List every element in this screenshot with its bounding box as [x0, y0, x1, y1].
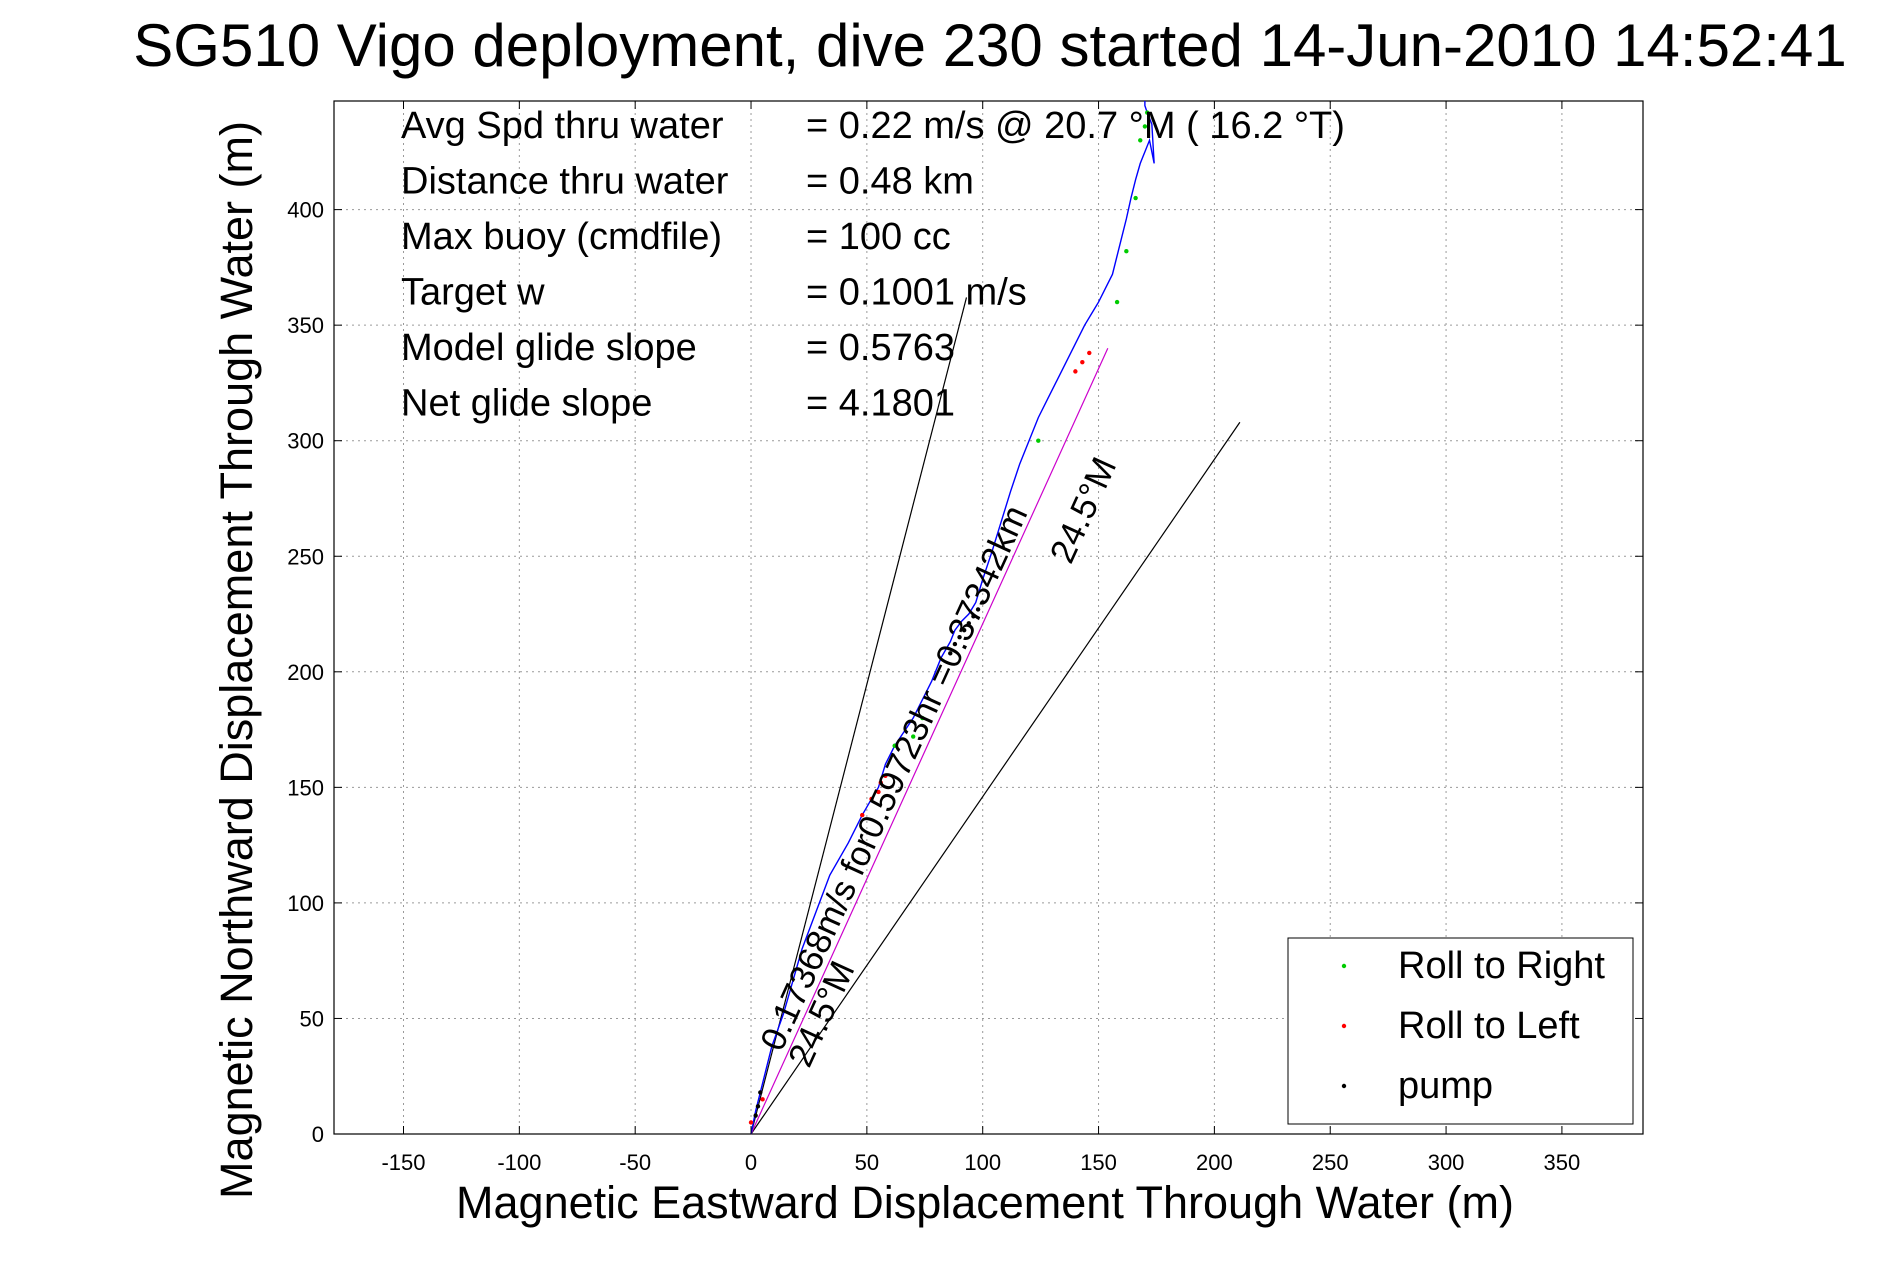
- marker-pump: [957, 634, 962, 640]
- marker-pump: [948, 651, 953, 656]
- marker-pump: [961, 628, 967, 633]
- marker-pump: [975, 607, 981, 612]
- marker-roll-to-left: [878, 780, 883, 785]
- x-tick-label: 100: [964, 1150, 1001, 1175]
- x-tick-label: -150: [381, 1150, 425, 1175]
- x-tick-label: 350: [1544, 1150, 1581, 1175]
- marker-roll-to-left: [883, 773, 888, 779]
- marker-roll-to-right: [920, 715, 925, 721]
- x-tick-label: 200: [1196, 1150, 1233, 1175]
- marker-pump: [753, 1113, 758, 1118]
- stat-value: = 0.22 m/s @ 20.7 °M ( 16.2 °T): [806, 105, 1345, 147]
- annotations: 0.17368m/s for0.59723hr =0.37342km24.5°M…: [753, 451, 1124, 1072]
- annotation-label: 24.5°M: [1043, 451, 1125, 568]
- marker-roll-to-left: [1087, 350, 1092, 356]
- marker-roll-to-right: [892, 743, 897, 748]
- legend-marker: [1341, 1023, 1347, 1029]
- marker-roll-to-left: [869, 796, 874, 802]
- reference-line-cone-left: [750, 297, 968, 1135]
- reference-lines: [750, 297, 1241, 1135]
- x-axis-label: Magnetic Eastward Displacement Through W…: [456, 1177, 1514, 1228]
- stats-block: Avg Spd thru water = 0.22 m/s @ 20.7 °M (…: [401, 105, 1345, 425]
- y-tick-label: 150: [287, 775, 324, 800]
- marker-pump: [755, 1104, 761, 1109]
- stat-value: = 4.1801: [806, 383, 955, 425]
- stat-value: = 0.1001 m/s: [806, 272, 1027, 314]
- marker-roll-to-left: [748, 1120, 754, 1125]
- stat-label: Max buoy (cmdfile): [401, 216, 722, 258]
- stat-label: Avg Spd thru water: [401, 105, 724, 147]
- stat-value: = 100 cc: [806, 216, 951, 258]
- x-ticks: -150 -100 -50 0 50 100 150 200 250 300 350: [381, 101, 1580, 1175]
- y-ticks: 0 50 100 150 200 250 300 350 400: [287, 198, 1643, 1147]
- marker-roll-to-left: [876, 789, 881, 795]
- y-tick-label: 200: [287, 660, 324, 685]
- marker-pump: [952, 641, 958, 647]
- legend-marker: [1341, 963, 1347, 969]
- x-tick-label: 150: [1080, 1150, 1117, 1175]
- chart-title: SG510 Vigo deployment, dive 230 started …: [133, 12, 1846, 79]
- marker-roll-to-right: [1133, 195, 1138, 201]
- y-tick-label: 400: [287, 198, 324, 223]
- marker-roll-to-right: [911, 734, 916, 739]
- y-tick-label: 350: [287, 313, 324, 338]
- legend-marker: [1341, 1083, 1347, 1089]
- legend-box: [1287, 937, 1634, 1125]
- y-tick-label: 0: [312, 1122, 324, 1147]
- marker-roll-to-left: [760, 1097, 765, 1102]
- marker-roll-to-right: [1138, 138, 1143, 143]
- x-tick-label: -50: [619, 1150, 651, 1175]
- x-tick-label: 300: [1428, 1150, 1465, 1175]
- y-axis-label: Magnetic Northward Displacement Through …: [211, 121, 262, 1199]
- grid: [334, 101, 1643, 1135]
- track-line: [750, 101, 1155, 1135]
- annotation-label: 0.17368m/s for0.59723hr =0.37342km: [753, 500, 1035, 1057]
- marker-roll-to-right: [1142, 124, 1148, 129]
- track-layer: [750, 101, 1155, 1135]
- y-tick-label: 50: [300, 1006, 324, 1031]
- stat-value: = 0.48 km: [806, 161, 974, 203]
- marker-roll-to-right: [1036, 438, 1041, 443]
- plot-area: [333, 100, 1644, 1135]
- y-tick-label: 300: [287, 429, 324, 454]
- legend-label: Roll to Left: [1398, 1005, 1580, 1047]
- stat-value: = 0.5763: [806, 327, 955, 369]
- legend-label: pump: [1398, 1065, 1493, 1107]
- marker-pump: [980, 600, 985, 605]
- reference-line-cone-right: [750, 421, 1241, 1135]
- marker-pump: [966, 621, 972, 626]
- marker-pump: [758, 1090, 763, 1095]
- stat-label: Distance thru water: [401, 161, 729, 203]
- legend: Roll to Right Roll to Left pump: [1287, 937, 1634, 1125]
- x-tick-label: -100: [497, 1150, 541, 1175]
- x-tick-label: 50: [855, 1150, 879, 1175]
- marker-roll-to-left: [1073, 369, 1078, 374]
- marker-roll-to-right: [1124, 249, 1129, 254]
- x-tick-label: 0: [745, 1150, 757, 1175]
- marker-roll-to-left: [1080, 359, 1085, 365]
- marker-roll-to-right: [1114, 299, 1120, 305]
- y-tick-label: 100: [287, 891, 324, 916]
- marker-roll-to-right: [1145, 110, 1150, 115]
- stat-label: Target w: [401, 272, 545, 314]
- stat-label: Model glide slope: [401, 327, 697, 369]
- marker-roll-to-left: [860, 812, 865, 818]
- markers: [748, 110, 1150, 1125]
- y-tick-label: 250: [287, 544, 324, 569]
- stat-label: Net glide slope: [401, 383, 652, 425]
- x-tick-label: 250: [1312, 1150, 1349, 1175]
- marker-pump: [971, 614, 976, 619]
- legend-label: Roll to Right: [1398, 945, 1605, 987]
- reference-line-net-direction: [750, 348, 1109, 1135]
